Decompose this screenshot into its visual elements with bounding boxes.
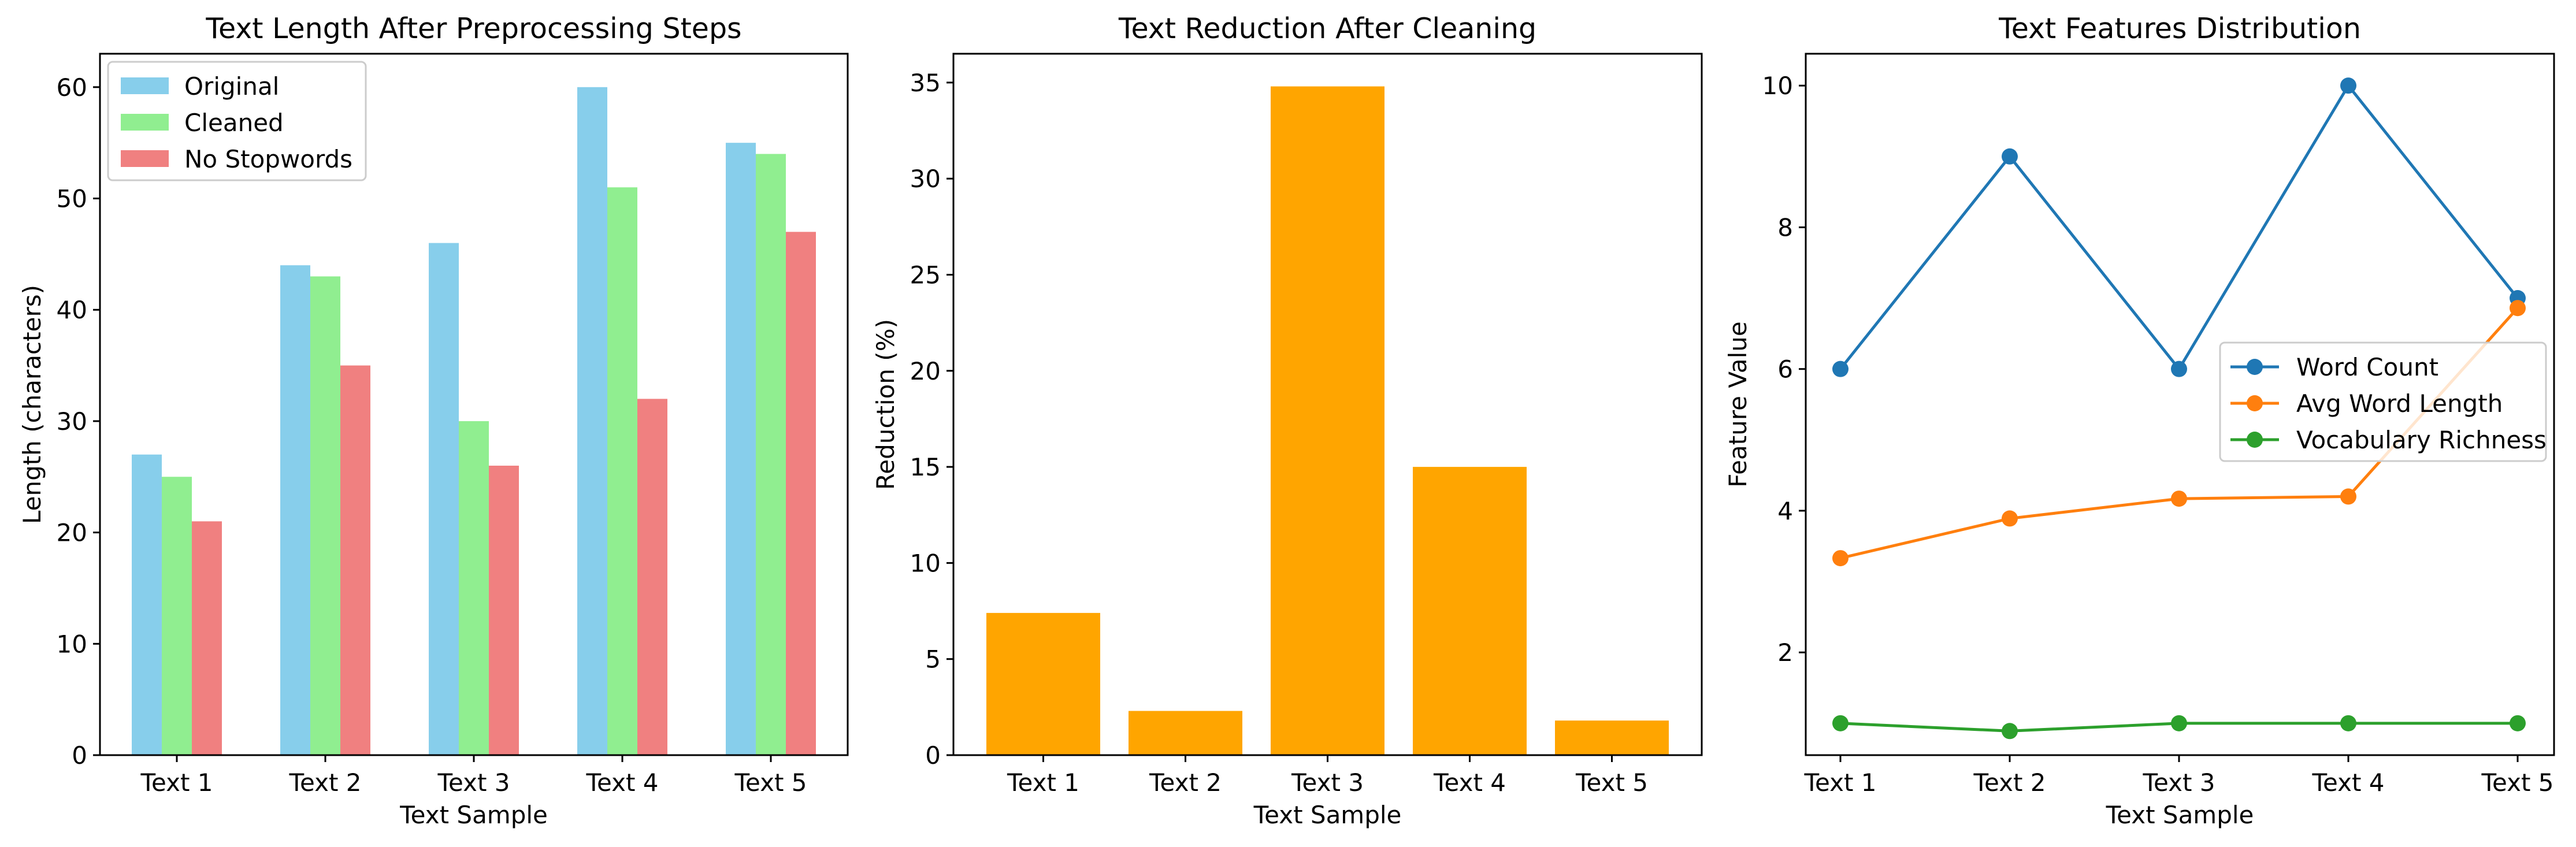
bar-series2-2	[310, 276, 340, 755]
x-tick-label: Text 1	[1007, 768, 1079, 797]
bar-series1-2	[280, 265, 310, 756]
legend-label: Cleaned	[184, 109, 284, 137]
point-series3-5	[2510, 715, 2526, 731]
y-tick-label: 10	[57, 630, 87, 658]
y-axis-label: Feature Value	[1724, 321, 1752, 487]
x-axis-label: Text Sample	[399, 801, 548, 829]
y-tick-label: 0	[72, 741, 87, 770]
x-tick-label: Text 2	[288, 768, 361, 797]
bar-series3-2	[340, 365, 370, 755]
y-tick-label: 5	[925, 645, 941, 674]
bar-series2-5	[756, 154, 786, 755]
bar-series3-5	[786, 232, 816, 755]
bar-series1-3	[429, 243, 459, 756]
point-series3-1	[1832, 715, 1849, 731]
x-axis-label: Text Sample	[2106, 801, 2254, 829]
bar-series2-4	[607, 187, 637, 755]
chart-title: Text Length After Preprocessing Steps	[205, 12, 741, 45]
y-tick-label: 30	[910, 165, 941, 193]
legend-marker	[2247, 359, 2263, 375]
legend-marker	[2247, 432, 2263, 448]
chart-panel-3: Text Features Distribution 2 4 6 8 10 Text 1 Te…	[1724, 12, 2555, 829]
point-series2-5	[2510, 300, 2526, 317]
y-tick-label: 6	[1777, 355, 1793, 384]
y-tick-label: 0	[925, 741, 941, 770]
x-tick-label: Text 4	[2311, 768, 2384, 797]
x-axis-label: Text Sample	[1253, 801, 1402, 829]
bar-series1-4	[577, 87, 607, 755]
y-axis-label: Reduction (%)	[871, 319, 900, 490]
x-tick-label: Text 3	[437, 768, 510, 797]
legend-label: Original	[184, 72, 279, 101]
y-tick-label: 15	[910, 453, 941, 481]
x-tick-label: Text 5	[734, 768, 807, 797]
point-series3-4	[2340, 715, 2356, 731]
x-tick-label: Text 3	[2142, 768, 2215, 797]
legend-swatch	[121, 114, 169, 131]
bar-series3-1	[192, 521, 222, 755]
bar-series1-2	[1129, 711, 1242, 755]
legend-label: Avg Word Length	[2296, 389, 2503, 418]
x-tick-label: Text 4	[585, 768, 658, 797]
x-tick-label: Text 5	[2481, 768, 2553, 797]
y-tick-label: 30	[57, 407, 87, 436]
y-tick-label: 10	[910, 549, 941, 577]
x-tick-label: Text 4	[1433, 768, 1506, 797]
bar-series3-4	[637, 399, 667, 755]
y-tick-label: 25	[910, 261, 941, 289]
point-series2-2	[2002, 510, 2018, 527]
point-series3-2	[2002, 723, 2018, 740]
legend-label: No Stopwords	[184, 145, 352, 173]
point-series1-4	[2340, 77, 2356, 94]
bar-series1-1	[986, 612, 1100, 755]
y-tick-label: 4	[1777, 497, 1793, 525]
point-series2-1	[1832, 550, 1849, 567]
x-tick-label: Text 2	[1973, 768, 2046, 797]
point-series2-3	[2171, 491, 2187, 507]
y-tick-label: 60	[57, 73, 87, 102]
chart-panel-1: Text Length After Preprocessing Steps 0 10…	[18, 12, 849, 829]
legend-box	[107, 61, 367, 181]
legend-swatch	[121, 77, 169, 94]
y-tick-label: 20	[57, 519, 87, 547]
y-tick-label: 35	[910, 69, 941, 97]
bar-series1-5	[1555, 720, 1669, 755]
y-tick-label: 50	[57, 185, 87, 213]
y-tick-label: 40	[57, 296, 87, 324]
chart-title: Text Reduction After Cleaning	[1118, 12, 1536, 45]
legend-label: Vocabulary Richness	[2296, 426, 2547, 454]
bar-series1-3	[1271, 86, 1384, 755]
y-tick-label: 2	[1777, 638, 1793, 667]
point-series3-3	[2171, 715, 2187, 731]
legend-swatch	[121, 150, 169, 167]
legend: Original Cleaned No Stopwords	[107, 61, 367, 181]
point-series1-1	[1832, 361, 1849, 377]
bar-series2-1	[162, 477, 192, 755]
x-tick-label: Text 1	[140, 768, 213, 797]
y-axis-label: Length (characters)	[18, 285, 46, 524]
point-series1-3	[2171, 361, 2187, 377]
bar-series1-5	[726, 143, 756, 756]
chart-title: Text Features Distribution	[1998, 12, 2361, 45]
x-tick-label: Text 3	[1291, 768, 1364, 797]
point-series1-2	[2002, 148, 2018, 165]
y-tick-label: 8	[1777, 213, 1793, 242]
chart-panel-2: Text Reduction After Cleaning 0 5 10 15 20 25 3…	[871, 12, 1703, 829]
legend-label: Word Count	[2296, 353, 2438, 381]
legend: Word Count Avg Word Length Vocabulary Rich…	[2219, 341, 2547, 462]
bar-series1-4	[1413, 467, 1527, 755]
legend-marker	[2247, 395, 2263, 411]
y-tick-label: 10	[1762, 72, 1793, 100]
bar-series1-1	[132, 454, 162, 755]
legend-box	[2219, 341, 2547, 462]
x-tick-label: Text 5	[1575, 768, 1648, 797]
x-tick-label: Text 1	[1803, 768, 1876, 797]
y-tick-label: 20	[910, 357, 941, 385]
line-series1	[1839, 83, 2519, 372]
bar-series3-3	[489, 465, 519, 755]
bar-series2-3	[459, 421, 489, 755]
x-tick-label: Text 2	[1149, 768, 1222, 797]
point-series2-4	[2340, 488, 2356, 505]
